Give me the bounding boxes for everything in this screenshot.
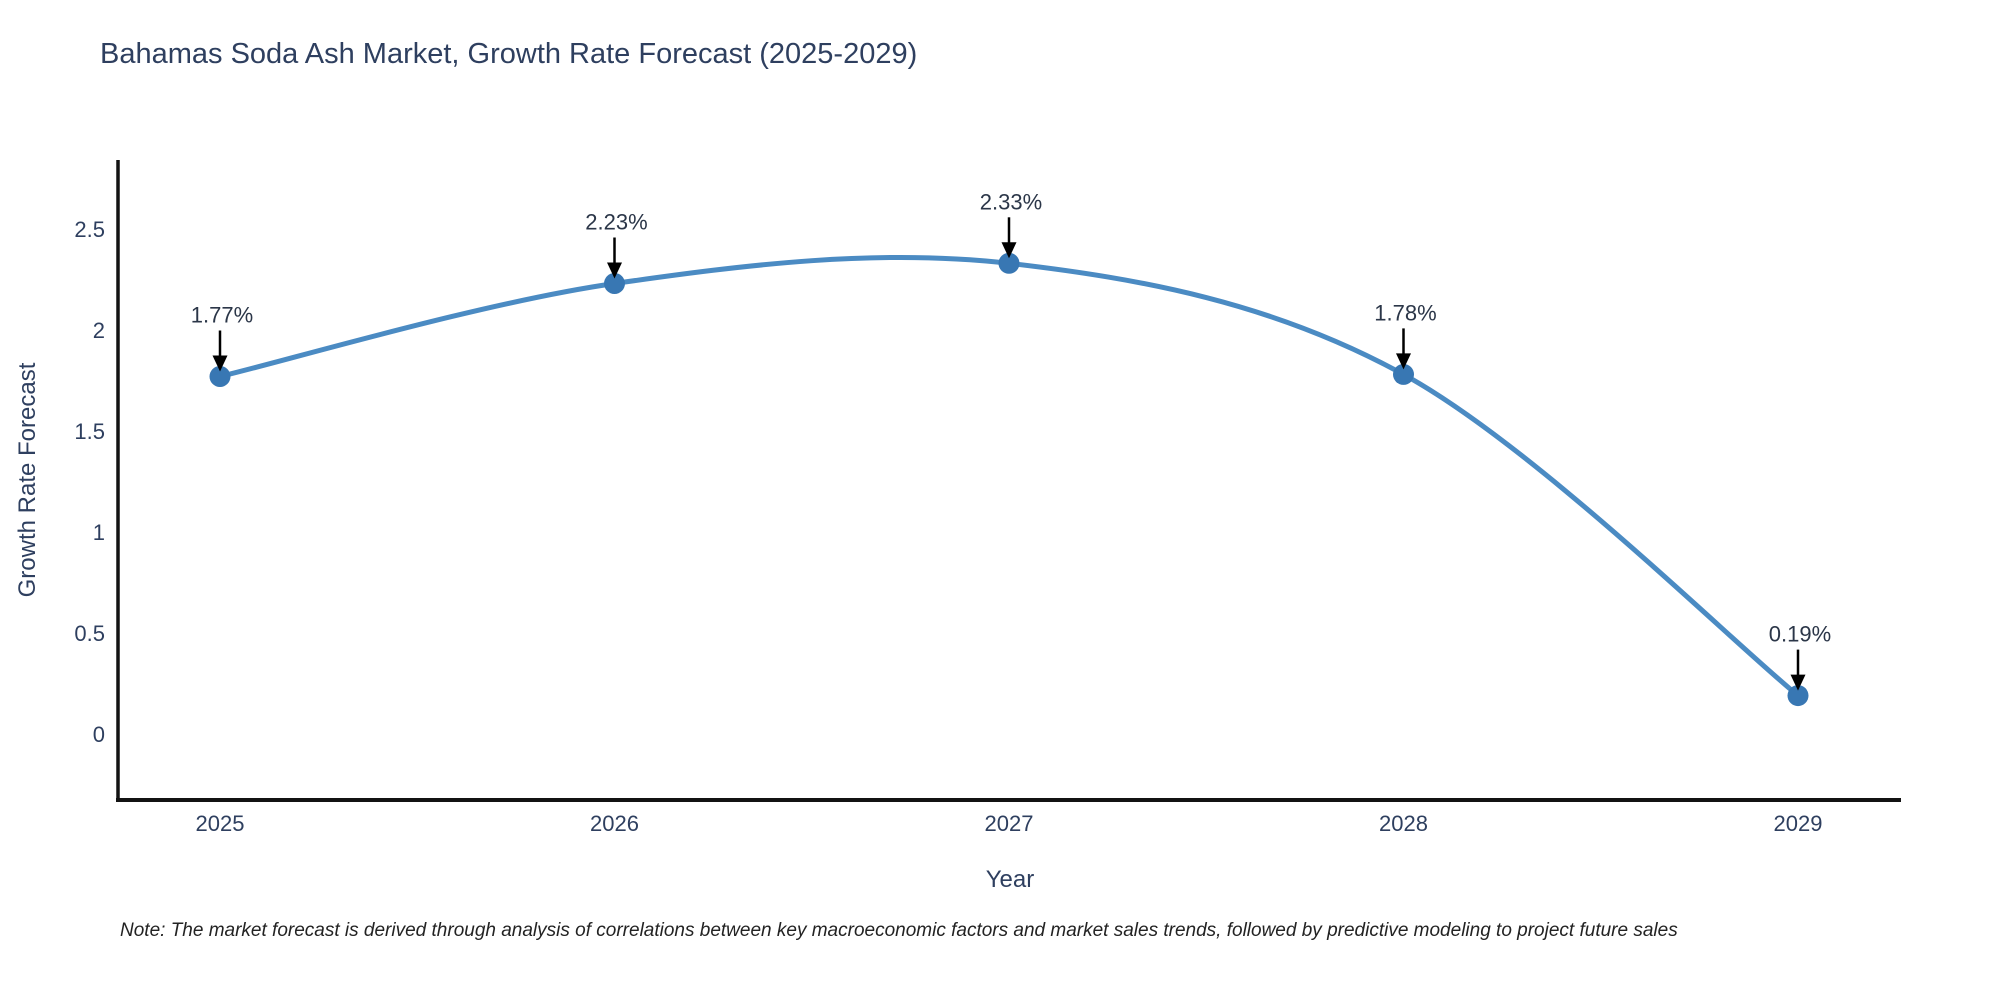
forecast-line-series: [217, 254, 1801, 699]
annotation-arrowhead: [1001, 242, 1017, 259]
point-annotation: 0.19%: [1769, 622, 1831, 691]
x-tick-label: 2028: [1379, 811, 1428, 836]
point-annotation-label: 1.78%: [1374, 300, 1436, 325]
x-tick-label: 2027: [985, 811, 1034, 836]
axes: [116, 160, 1901, 802]
x-axis-title: Year: [985, 866, 1035, 893]
y-tick-label: 0.5: [74, 621, 105, 646]
annotation-arrowhead: [1396, 353, 1411, 370]
data-point[interactable]: [604, 273, 625, 294]
y-axis-title-text: Growth Rate Forecast: [14, 362, 41, 598]
y-tick-label: 2.5: [74, 217, 105, 242]
point-annotation: 2.23%: [585, 210, 648, 279]
y-tick-label: 0: [93, 722, 105, 747]
data-point[interactable]: [1393, 363, 1414, 385]
chart-title: Bahamas Soda Ash Market, Growth Rate For…: [100, 38, 918, 70]
y-tick-label: 2: [93, 318, 105, 343]
footnote: Note: The market forecast is derived thr…: [120, 920, 1678, 941]
annotation-arrowhead: [212, 355, 228, 372]
data-point[interactable]: [1787, 685, 1809, 707]
data-point-markers: [209, 252, 1809, 707]
point-annotation-label: 1.77%: [191, 303, 253, 328]
y-tick-label: 1.5: [74, 419, 105, 444]
annotation-arrowhead: [1790, 674, 1806, 691]
tick-labels: 0 0.5 1 1.5 2 2.5 2025 2026 2027 2028 2029: [74, 217, 1822, 836]
point-annotation-label: 2.33%: [980, 189, 1042, 214]
plot-area: 0 0.5 1 1.5 2 2.5 2025 2026 2027 2028 2029 1.77% 2.…: [74, 160, 1901, 836]
forecast-line: [217, 254, 1801, 699]
x-tick-label: 2026: [590, 811, 639, 836]
point-annotation: 1.78%: [1374, 300, 1437, 370]
point-annotation: 1.77%: [191, 303, 253, 372]
data-point[interactable]: [209, 366, 231, 387]
point-annotation-label: 2.23%: [585, 210, 647, 235]
point-annotation: 2.33%: [980, 189, 1042, 259]
point-annotation-label: 0.19%: [1769, 622, 1831, 647]
annotation-arrowhead: [607, 262, 622, 279]
data-point-annotations: 1.77% 2.23% 2.33% 1.78% 0.19%: [191, 189, 1831, 691]
data-point[interactable]: [998, 252, 1020, 274]
y-axis-title: Growth Rate Forecast: [14, 363, 42, 598]
x-tick-label: 2029: [1774, 811, 1823, 836]
x-tick-label: 2025: [196, 811, 245, 836]
y-tick-label: 1: [93, 520, 105, 545]
